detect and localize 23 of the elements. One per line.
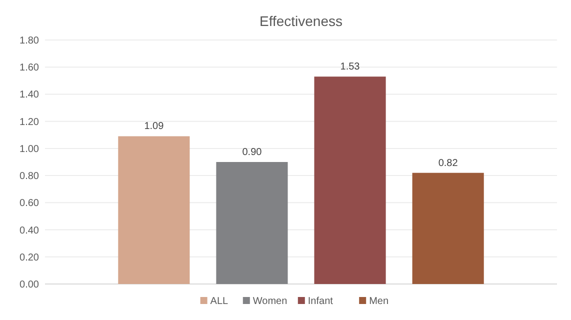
bar xyxy=(216,162,288,284)
y-tick-label: 0.40 xyxy=(20,225,40,236)
legend-label: Infant xyxy=(308,296,334,307)
y-tick-label: 0.00 xyxy=(20,280,40,290)
chart-title: Effectiveness xyxy=(259,13,343,29)
y-tick-label: 1.20 xyxy=(20,116,40,128)
legend-label: Women xyxy=(252,296,288,307)
data-label: 0.82 xyxy=(438,158,458,169)
bar xyxy=(314,76,386,284)
bar xyxy=(118,136,190,284)
data-label: 0.90 xyxy=(242,147,262,158)
bar xyxy=(412,172,484,284)
y-tick-label: 1.60 xyxy=(20,62,40,74)
data-label: 1.53 xyxy=(340,62,360,73)
y-tick-label: 0.80 xyxy=(20,171,40,182)
y-tick-label: 0.20 xyxy=(20,252,40,264)
y-tick-label: 1.40 xyxy=(20,90,40,101)
legend-label: ALL xyxy=(210,296,229,307)
y-tick-label: 1.00 xyxy=(20,144,40,155)
data-label: 1.09 xyxy=(144,121,164,132)
legend-label: Men xyxy=(369,296,389,307)
y-tick-label: 1.80 xyxy=(20,36,40,46)
y-tick-label: 0.60 xyxy=(20,198,40,210)
